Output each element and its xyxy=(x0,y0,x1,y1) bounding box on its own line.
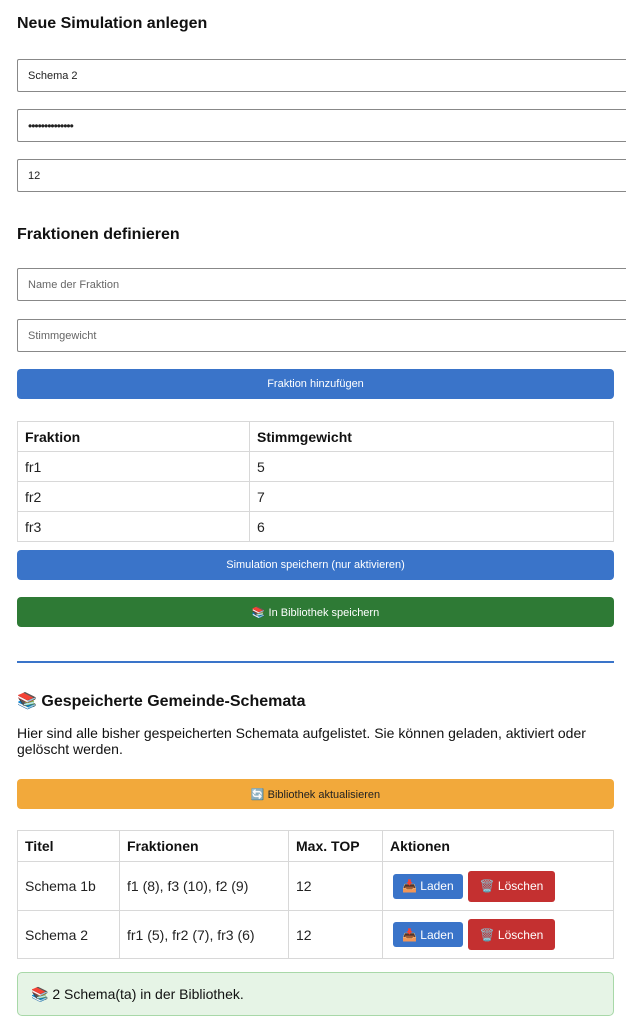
col-header: Fraktion xyxy=(17,421,250,452)
cell-title: Schema 1b xyxy=(17,861,120,911)
table-row: fr3 6 xyxy=(17,511,614,542)
col-header: Fraktionen xyxy=(119,830,289,862)
load-button[interactable]: 📥 Laden xyxy=(393,873,463,899)
fractions-table: Fraktion Stimmgewicht fr1 5 fr2 7 fr3 6 xyxy=(17,421,614,542)
cell: fr2 xyxy=(17,481,250,512)
delete-button[interactable]: 🗑️ Löschen xyxy=(467,919,556,950)
col-header: Stimmgewicht xyxy=(249,421,614,452)
col-header: Max. TOP xyxy=(288,830,383,862)
library-description: Hier sind alle bisher gespeicherten Sche… xyxy=(17,725,586,757)
library-table: Titel Fraktionen Max. TOP Aktionen Schema 1… xyxy=(17,830,614,959)
refresh-library-button[interactable]: 🔄 Bibliothek aktualisieren xyxy=(17,779,614,809)
fraction-name-input[interactable]: Name der Fraktion xyxy=(17,268,626,301)
library-status-alert: 📚 2 Schema(ta) in der Bibliothek. xyxy=(17,972,614,1016)
cell-fractions: f1 (8), f3 (10), f2 (9) xyxy=(119,861,289,911)
password-input[interactable]: •••••••••••••• xyxy=(17,109,626,142)
col-header: Aktionen xyxy=(382,830,614,862)
cell: fr1 xyxy=(17,451,250,482)
save-to-library-button[interactable]: 📚 In Bibliothek speichern xyxy=(17,597,614,627)
table-row: fr1 5 xyxy=(17,451,614,482)
max-top-input[interactable]: 12 xyxy=(17,159,626,192)
cell-title: Schema 2 xyxy=(17,910,120,959)
divider xyxy=(17,661,614,663)
save-simulation-button[interactable]: Simulation speichern (nur aktivieren) xyxy=(17,550,614,580)
cell-max-top: 12 xyxy=(288,910,383,959)
add-fraction-button[interactable]: Fraktion hinzufügen xyxy=(17,369,614,399)
fraction-weight-input[interactable]: Stimmgewicht xyxy=(17,319,626,352)
table-row: Schema 1b f1 (8), f3 (10), f2 (9) 12 📥 L… xyxy=(17,861,614,911)
delete-button[interactable]: 🗑️ Löschen xyxy=(467,870,556,902)
col-header: Titel xyxy=(17,830,120,862)
cell: 7 xyxy=(249,481,614,512)
cell: 5 xyxy=(249,451,614,482)
library-heading: 📚 Gespeicherte Gemeinde-Schemata xyxy=(17,693,306,710)
page-title: Neue Simulation anlegen xyxy=(17,15,208,32)
cell: fr3 xyxy=(17,511,250,542)
table-row: fr2 7 xyxy=(17,481,614,512)
cell-fractions: fr1 (5), fr2 (7), fr3 (6) xyxy=(119,910,289,959)
fractions-heading: Fraktionen definieren xyxy=(17,226,180,243)
schema-name-input[interactable]: Schema 2 xyxy=(17,59,626,92)
load-button[interactable]: 📥 Laden xyxy=(393,922,463,947)
cell-max-top: 12 xyxy=(288,861,383,911)
table-row: Schema 2 fr1 (5), fr2 (7), fr3 (6) 12 📥 … xyxy=(17,910,614,959)
cell: 6 xyxy=(249,511,614,542)
